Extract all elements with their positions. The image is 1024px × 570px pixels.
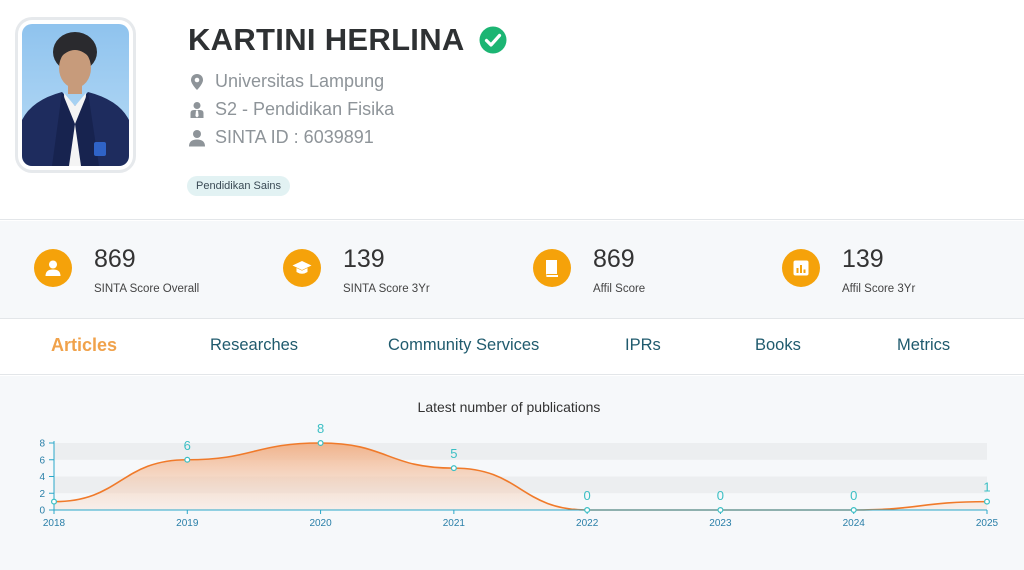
data-point (983, 498, 990, 505)
tab-iprs[interactable]: IPRs (625, 336, 661, 354)
tab-community-services[interactable]: Community Services (388, 336, 540, 354)
data-label: 6 (184, 438, 191, 453)
x-tick-label: 2019 (176, 518, 199, 529)
user-tie-icon (190, 101, 204, 118)
tab-researches[interactable]: Researches (210, 336, 299, 354)
x-tick-label: 2022 (576, 518, 599, 529)
program-row: S2 - Pendidikan Fisika (188, 99, 394, 120)
stat-sinta-score-3yr: 139 SINTA Score 3Yr (283, 245, 523, 297)
data-point (584, 507, 591, 514)
publications-chart-panel: Latest number of publications 0 2 4 6 8 2018 2… (0, 376, 1024, 570)
data-label: 0 (850, 488, 857, 503)
y-tick-label: 8 (39, 439, 45, 450)
series-area (54, 443, 987, 510)
x-tick-label: 2025 (976, 518, 999, 529)
data-point (717, 507, 724, 514)
chart-title: Latest number of publications (418, 399, 601, 415)
sinta-id: SINTA ID : 6039891 (215, 127, 374, 147)
affiliation-row: Universitas Lampung (188, 71, 384, 92)
profile-tabs: Articles Researches Community Services I… (0, 320, 1024, 375)
stat-value: 869 (593, 245, 635, 273)
tab-articles[interactable]: Articles (51, 335, 118, 355)
avatar (18, 20, 133, 170)
x-tick-label: 2021 (443, 518, 466, 529)
stat-value: 139 (842, 245, 884, 273)
stat-label: SINTA Score 3Yr (343, 283, 430, 295)
stat-affil-score: 869 Affil Score (533, 245, 773, 297)
sinta-id-row: SINTA ID : 6039891 (188, 127, 374, 148)
tab-books[interactable]: Books (755, 336, 801, 354)
verified-check-icon (479, 26, 507, 54)
profile-photo (22, 24, 129, 166)
y-tick-label: 2 (39, 489, 45, 500)
author-name: KARTINI HERLINA (188, 22, 465, 57)
stat-affil-score-3yr: 139 Affil Score 3Yr (782, 245, 1022, 297)
book-icon (533, 249, 571, 287)
user-icon (189, 129, 205, 146)
map-pin-icon (191, 73, 203, 90)
stat-label: Affil Score 3Yr (842, 283, 916, 295)
publications-chart: Latest number of publications 0 2 4 6 8 2018 2… (39, 399, 999, 529)
program-link[interactable]: S2 - Pendidikan Fisika (215, 99, 395, 119)
x-tick-label: 2024 (843, 518, 866, 529)
stat-label: SINTA Score Overall (94, 283, 200, 295)
stat-value: 139 (343, 245, 385, 273)
data-label: 1 (983, 480, 990, 495)
stat-value: 869 (94, 245, 136, 273)
data-label: 0 (717, 488, 724, 503)
x-tick-label: 2020 (309, 518, 332, 529)
stat-label: Affil Score (593, 283, 646, 295)
data-point (317, 439, 324, 446)
y-tick-label: 6 (39, 455, 45, 466)
profile-header: KARTINI HERLINA Universitas Lampung S2 -… (0, 0, 1024, 220)
data-point (850, 507, 857, 514)
data-point (184, 456, 191, 463)
affiliation-link[interactable]: Universitas Lampung (215, 71, 385, 91)
data-label: 8 (317, 421, 324, 436)
bar-chart-icon (782, 249, 820, 287)
data-point (450, 465, 457, 472)
x-tick-label: 2023 (709, 518, 732, 529)
y-tick-label: 0 (39, 506, 45, 517)
data-label: 5 (450, 446, 457, 461)
subject-tag[interactable]: Pendidikan Sains (187, 176, 291, 196)
x-tick-label: 2018 (43, 518, 66, 529)
tab-metrics[interactable]: Metrics (897, 336, 951, 354)
user-icon (34, 249, 72, 287)
stat-sinta-score-overall: 869 SINTA Score Overall (34, 245, 274, 297)
y-tick-label: 4 (39, 472, 45, 483)
data-label: 0 (584, 488, 591, 503)
score-summary: 869 SINTA Score Overall 139 SINTA Score … (0, 221, 1024, 319)
data-point (50, 498, 57, 505)
graduation-cap-icon (283, 249, 321, 287)
grid-band (54, 443, 987, 460)
